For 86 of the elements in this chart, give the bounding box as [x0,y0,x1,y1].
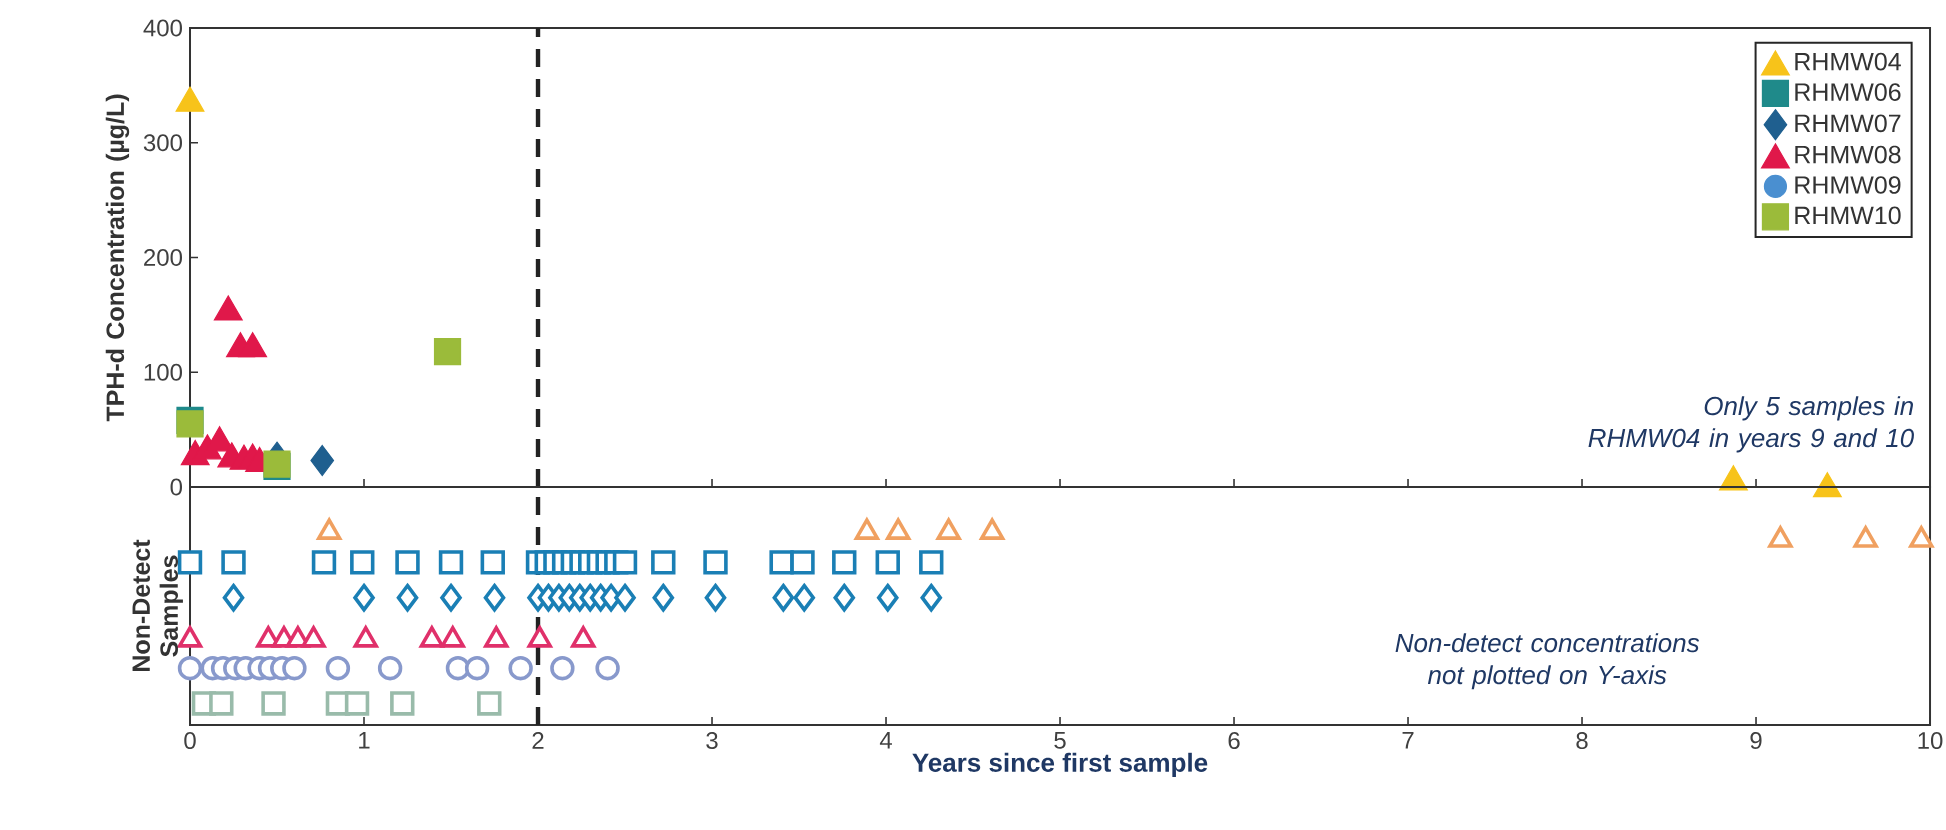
legend-label: RHMW07 [1795,114,1901,133]
point [1768,526,1793,548]
legend-label: RHMW04 [1795,52,1901,71]
x-tick-label: 10 [1918,732,1943,750]
point [440,583,462,612]
y-axis-title: Non-Detect Samples [132,539,183,672]
point [833,583,856,612]
point [614,583,636,612]
point [395,550,420,575]
legend-label: RHMW08 [1795,145,1901,164]
legend-label: RHMW09 [1795,176,1901,194]
point [238,332,268,358]
x-tick-label: 7 [1402,732,1414,749]
point [790,550,815,575]
y-tick-label: 200 [144,249,183,266]
x-tick-label: 1 [359,732,370,749]
point [550,655,575,681]
point [875,550,900,575]
y-axis-title: TPH-d Concentration (µg/L) [105,94,130,422]
point [344,691,370,716]
point [703,550,728,575]
point [1812,472,1842,498]
point [483,583,506,612]
point [595,655,620,681]
point [854,518,880,540]
point [876,583,899,612]
point [477,691,502,716]
point [527,626,552,648]
y-tick-label: 400 [143,19,183,37]
point [832,550,857,575]
point [936,518,961,540]
point [651,550,676,575]
y-tick-label: 0 [170,478,183,496]
point [920,583,943,612]
point [652,583,675,612]
point [919,550,944,575]
point [440,626,465,648]
point [222,583,245,612]
point [317,518,342,540]
point [438,550,464,575]
point [175,86,205,112]
point [377,655,403,681]
point [979,518,1005,540]
point [350,550,375,575]
point [704,583,727,612]
point [390,691,415,716]
point [396,583,419,612]
point [310,445,335,477]
point [772,583,795,612]
y-tick-label: 100 [144,363,183,381]
point [508,655,533,681]
point [325,655,351,681]
point [886,518,911,540]
x-tick-label: 2 [532,732,544,749]
point [612,550,638,575]
point [464,655,490,681]
x-tick-label: 4 [879,732,892,749]
point [419,626,445,648]
x-tick-label: 0 [184,732,196,750]
point [793,583,816,612]
x-tick-label: 3 [706,732,718,750]
point [311,550,337,575]
point [433,337,462,366]
x-tick-label: 9 [1750,732,1762,750]
x-tick-label: 8 [1576,732,1588,750]
y-tick-label: 300 [143,134,183,152]
point [261,691,286,716]
point [282,655,307,681]
point [1853,526,1878,548]
annotation: Non-detect concentrations not plotted on Y-axis [1395,633,1700,690]
point [209,691,234,716]
legend-label: RHMW06 [1795,83,1901,101]
point [221,550,246,575]
point [571,626,596,648]
legend-label: RHMW10 [1795,206,1901,225]
point [213,295,243,321]
x-tick-label: 6 [1228,732,1240,750]
point [484,626,509,648]
point [480,550,505,575]
x-tick-label: 5 [1054,732,1066,749]
point [177,655,203,681]
point [353,583,375,612]
point [353,626,378,648]
x-axis-title: Years since first sample [912,752,1208,778]
point [301,626,326,648]
annotation: Only 5 samples in RHMW04 in years 9 and 10 [1588,396,1914,453]
